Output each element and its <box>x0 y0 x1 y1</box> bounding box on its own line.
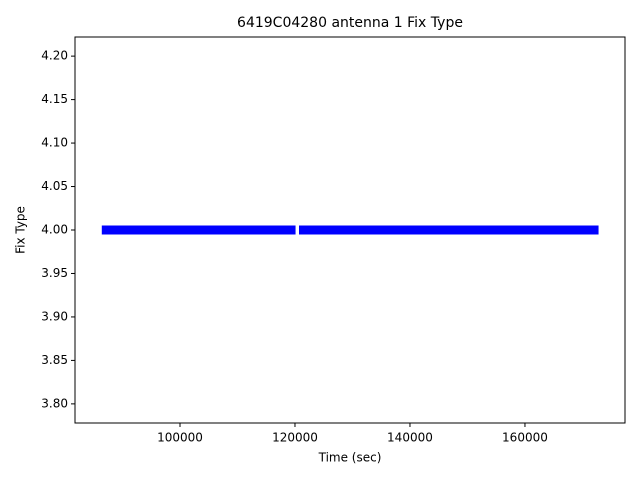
x-tick-label: 120000 <box>272 431 318 445</box>
y-tick-label: 4.00 <box>41 223 68 237</box>
y-tick-label: 4.10 <box>41 136 68 150</box>
y-tick-label: 4.20 <box>41 49 68 63</box>
x-tick-label: 160000 <box>502 431 548 445</box>
chart-title: 6419C04280 antenna 1 Fix Type <box>237 15 463 31</box>
y-tick-label: 3.85 <box>41 353 68 367</box>
y-tick-label: 4.15 <box>41 92 68 106</box>
y-tick-label: 3.90 <box>41 309 68 323</box>
x-tick-label: 100000 <box>157 431 203 445</box>
y-tick-label: 3.80 <box>41 396 68 410</box>
x-axis-label: Time (sec) <box>318 451 382 465</box>
x-tick-label: 140000 <box>387 431 433 445</box>
y-tick-label: 3.95 <box>41 266 68 280</box>
y-axis-label: Fix Type <box>14 206 28 254</box>
y-tick-label: 4.05 <box>41 179 68 193</box>
